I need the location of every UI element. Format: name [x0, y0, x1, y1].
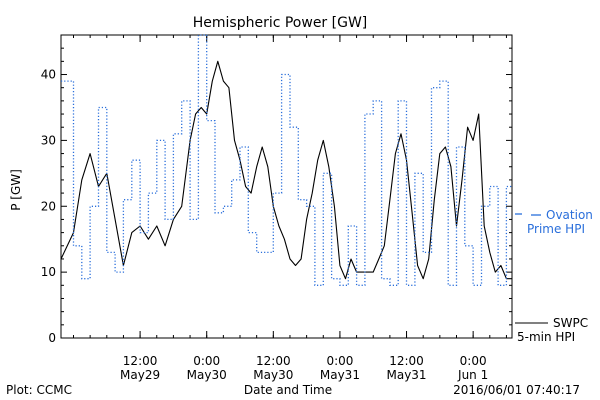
legend-label-swpc-1: SWPC [553, 316, 588, 330]
x-tick-date: May30 [253, 368, 293, 382]
x-tick-time: 12:00 [256, 354, 291, 368]
x-tick-time: 0:00 [326, 354, 353, 368]
y-tick-label: 10 [41, 265, 56, 279]
x-tick-date: May29 [120, 368, 160, 382]
plot-credit: Plot: CCMC [6, 383, 72, 397]
legend-label-ovation-1: Ovation [546, 208, 593, 222]
x-tick-date: May30 [187, 368, 227, 382]
x-tick-time: 12:00 [123, 354, 158, 368]
plot-timestamp: 2016/06/01 07:40:17 [453, 383, 580, 397]
x-tick-time: 12:00 [389, 354, 424, 368]
x-tick-time: 0:00 [460, 354, 487, 368]
y-axis-label: P [GW] [9, 169, 23, 211]
x-tick-time: 0:00 [193, 354, 220, 368]
x-tick-date: May31 [320, 368, 360, 382]
series-line-swpc [60, 60, 512, 280]
x-tick-date: May31 [386, 368, 426, 382]
plot-area: 01020304012:00May290:00May3012:00May300:… [41, 34, 593, 382]
legend-label-swpc-2: 5-min HPI [517, 330, 575, 344]
plot-frame [60, 34, 513, 339]
legend-label-ovation-2: Prime HPI [527, 222, 585, 236]
chart-title: Hemispheric Power [GW] [193, 15, 368, 31]
y-tick-label: 30 [41, 133, 56, 147]
y-tick-label: 20 [41, 199, 56, 213]
y-tick-label: 40 [41, 68, 56, 82]
x-axis-label: Date and Time [244, 383, 332, 397]
series-line-ovation [61, 34, 512, 286]
x-tick-date: Jun 1 [457, 368, 488, 382]
y-tick-label: 0 [48, 331, 56, 345]
